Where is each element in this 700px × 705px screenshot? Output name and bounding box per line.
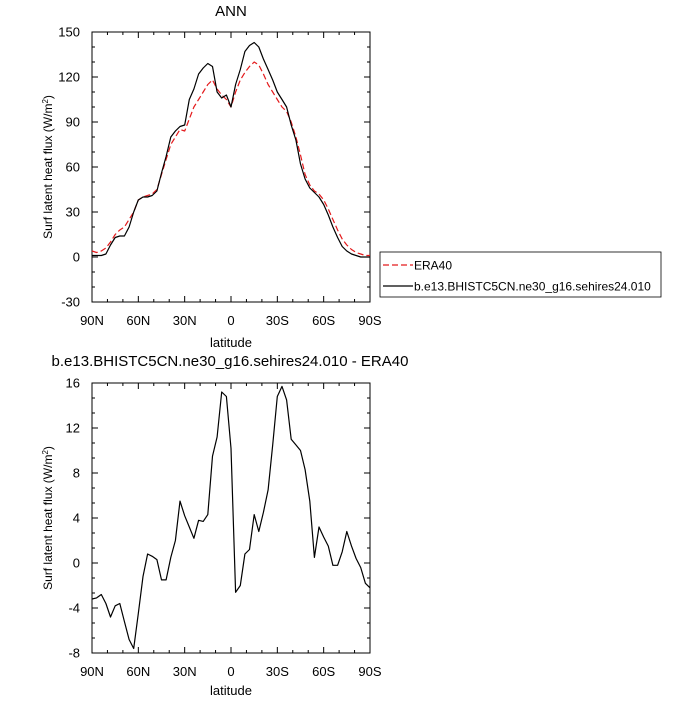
x-tick-label: 60N	[126, 313, 150, 328]
x-axis-label: latitude	[210, 683, 252, 698]
y-axis-label-close: )	[41, 446, 55, 450]
x-tick-label: 30N	[173, 313, 197, 328]
chart-title: ANN	[215, 3, 247, 20]
series-line-1-1	[91, 61, 370, 257]
y-tick-label: -8	[68, 646, 80, 661]
y-axis-label: Surf latent heat flux (W/m2)	[41, 95, 56, 239]
x-tick-label: 90N	[80, 313, 104, 328]
legend-label-2: b.e13.BHISTC5CN.ne30_g16.sehires24.010	[414, 280, 651, 294]
y-tick-label: 8	[73, 466, 80, 481]
y-axis-label-main: Surf latent heat flux (W/m	[41, 455, 55, 590]
x-tick-label: 30S	[266, 664, 289, 679]
x-tick-label: 90N	[80, 664, 104, 679]
x-tick-label: 90S	[358, 313, 381, 328]
y-tick-label: 30	[66, 205, 80, 220]
y-tick-label: -30	[61, 295, 80, 310]
series-line-2-1	[91, 385, 371, 650]
chart-title: b.e13.BHISTC5CN.ne30_g16.sehires24.010 -…	[52, 353, 409, 370]
y-tick-label: -4	[68, 601, 80, 616]
y-tick-label: 60	[66, 160, 80, 175]
y-axis-label-close: )	[41, 95, 55, 99]
y-axis-label: Surf latent heat flux (W/m2)	[41, 446, 56, 590]
x-tick-label: 60N	[126, 664, 150, 679]
x-tick-label: 90S	[358, 664, 381, 679]
y-tick-label: 16	[66, 376, 80, 391]
y-axis-label-superscript: 2	[41, 99, 50, 104]
plot-frame	[91, 31, 371, 303]
y-tick-label: 90	[66, 115, 80, 130]
chart-panel-1: 90N 60N 30N 0 30S 60S 90S -30 0 30 60 90 120 150 ANN la…	[41, 3, 382, 350]
x-tick-label: 60S	[312, 313, 335, 328]
legend: ERA40 b.e13.BHISTC5CN.ne30_g16.sehires24.…	[379, 251, 662, 298]
y-tick-label: 4	[73, 511, 80, 526]
x-tick-label: 0	[227, 313, 234, 328]
x-tick-label: 30S	[266, 313, 289, 328]
y-tick-label: 12	[66, 421, 80, 436]
x-tick-label: 60S	[312, 664, 335, 679]
y-tick-label: 120	[58, 70, 80, 85]
y-axis-label-superscript: 2	[41, 450, 50, 455]
y-tick-label: 150	[58, 25, 80, 40]
plot-frame	[91, 382, 371, 654]
x-tick-label: 30N	[173, 664, 197, 679]
y-tick-label: 0	[73, 250, 80, 265]
legend-box	[379, 251, 662, 298]
y-axis-label-main: Surf latent heat flux (W/m	[41, 104, 55, 239]
x-tick-label: 0	[227, 664, 234, 679]
y-tick-label: 0	[73, 556, 80, 571]
legend-label-1: ERA40	[414, 259, 452, 273]
series-line-1-2	[92, 41, 370, 258]
x-axis-label: latitude	[210, 335, 252, 350]
chart-panel-2: 90N 60N 30N 0 30S 60S 90S -8 -4 0 4 8 12 16 b.e13.BHIS…	[41, 353, 409, 698]
